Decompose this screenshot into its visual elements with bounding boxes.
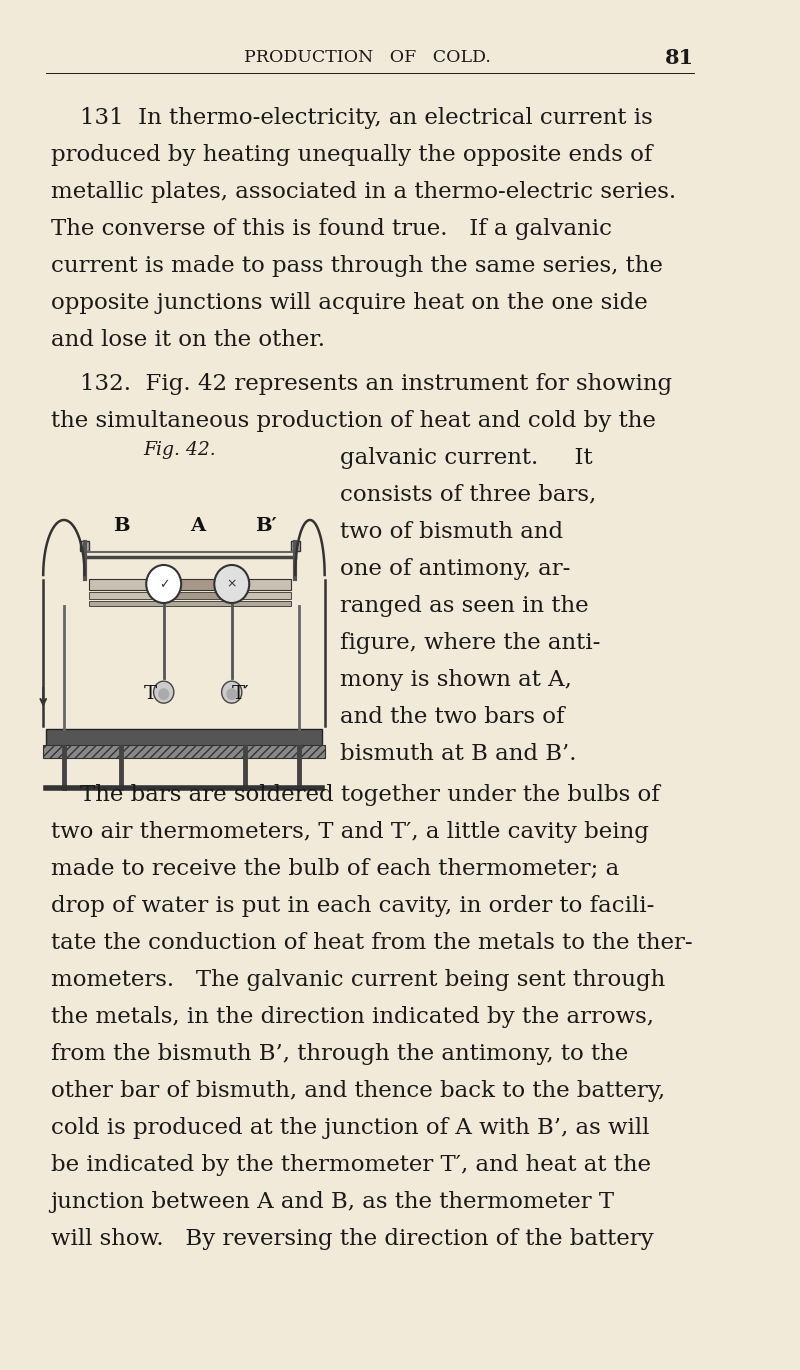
Text: The converse of this is found true.   If a galvanic: The converse of this is found true. If a… — [50, 218, 611, 240]
Text: ranged as seen in the: ranged as seen in the — [340, 595, 589, 617]
Bar — [154, 592, 234, 600]
Bar — [154, 580, 234, 590]
Text: and lose it on the other.: and lose it on the other. — [50, 329, 325, 351]
Circle shape — [222, 681, 242, 703]
Bar — [90, 601, 290, 607]
Bar — [234, 592, 290, 600]
Text: $\times$: $\times$ — [226, 578, 237, 590]
Text: two of bismuth and: two of bismuth and — [340, 521, 563, 543]
Text: metallic plates, associated in a thermo-electric series.: metallic plates, associated in a thermo-… — [50, 181, 676, 203]
Circle shape — [226, 688, 238, 700]
Text: produced by heating unequally the opposite ends of: produced by heating unequally the opposi… — [50, 144, 652, 166]
Text: and the two bars of: and the two bars of — [340, 706, 565, 727]
Text: opposite junctions will acquire heat on the one side: opposite junctions will acquire heat on … — [50, 292, 647, 314]
Text: drop of water is put in each cavity, in order to facili-: drop of water is put in each cavity, in … — [50, 895, 654, 917]
Text: cold is produced at the junction of A with B’, as will: cold is produced at the junction of A wi… — [50, 1117, 649, 1138]
Text: current is made to pass through the same series, the: current is made to pass through the same… — [50, 255, 662, 277]
Text: the simultaneous production of heat and cold by the: the simultaneous production of heat and … — [50, 410, 655, 432]
Text: 131  In thermo-electricity, an electrical current is: 131 In thermo-electricity, an electrical… — [50, 107, 652, 129]
Text: two air thermometers, T and T′, a little cavity being: two air thermometers, T and T′, a little… — [50, 821, 649, 843]
Text: B′: B′ — [255, 518, 277, 536]
Circle shape — [214, 564, 250, 603]
Text: one of antimony, ar-: one of antimony, ar- — [340, 558, 570, 580]
Text: bismuth at B and B’.: bismuth at B and B’. — [340, 743, 577, 764]
Bar — [90, 592, 154, 600]
Text: consists of three bars,: consists of three bars, — [340, 484, 597, 506]
Bar — [234, 580, 290, 590]
Bar — [46, 729, 322, 747]
Text: junction between A and B, as the thermometer T: junction between A and B, as the thermom… — [50, 1191, 614, 1212]
Circle shape — [158, 688, 170, 700]
Circle shape — [146, 564, 181, 603]
Text: 132.  Fig. 42 represents an instrument for showing: 132. Fig. 42 represents an instrument fo… — [50, 373, 672, 395]
Text: A: A — [190, 518, 206, 536]
Text: galvanic current.     It: galvanic current. It — [340, 447, 593, 469]
Text: T: T — [143, 685, 157, 703]
Text: B: B — [114, 518, 130, 536]
Text: mony is shown at A,: mony is shown at A, — [340, 669, 572, 690]
Text: figure, where the anti-: figure, where the anti- — [340, 632, 601, 653]
Text: PRODUCTION   OF   COLD.: PRODUCTION OF COLD. — [245, 49, 491, 66]
Text: T′: T′ — [232, 685, 250, 703]
Text: 81: 81 — [666, 48, 694, 67]
Bar — [43, 745, 325, 758]
Text: tate the conduction of heat from the metals to the ther-: tate the conduction of heat from the met… — [50, 932, 692, 954]
Text: made to receive the bulb of each thermometer; a: made to receive the bulb of each thermom… — [50, 858, 619, 880]
Bar — [290, 541, 300, 552]
Text: mometers.   The galvanic current being sent through: mometers. The galvanic current being sen… — [50, 969, 665, 991]
Text: be indicated by the thermometer T′, and heat at the: be indicated by the thermometer T′, and … — [50, 1154, 650, 1175]
Text: other bar of bismuth, and thence back to the battery,: other bar of bismuth, and thence back to… — [50, 1080, 665, 1101]
Text: from the bismuth B’, through the antimony, to the: from the bismuth B’, through the antimon… — [50, 1043, 628, 1064]
Bar — [80, 541, 90, 552]
Circle shape — [154, 681, 174, 703]
Text: $\checkmark$: $\checkmark$ — [158, 578, 169, 590]
Bar — [90, 580, 154, 590]
Text: Fig. 42.: Fig. 42. — [143, 441, 216, 459]
Text: will show.   By reversing the direction of the battery: will show. By reversing the direction of… — [50, 1228, 654, 1249]
Text: the metals, in the direction indicated by the arrows,: the metals, in the direction indicated b… — [50, 1006, 654, 1028]
Text: The bars are soldered together under the bulbs of: The bars are soldered together under the… — [50, 784, 659, 806]
